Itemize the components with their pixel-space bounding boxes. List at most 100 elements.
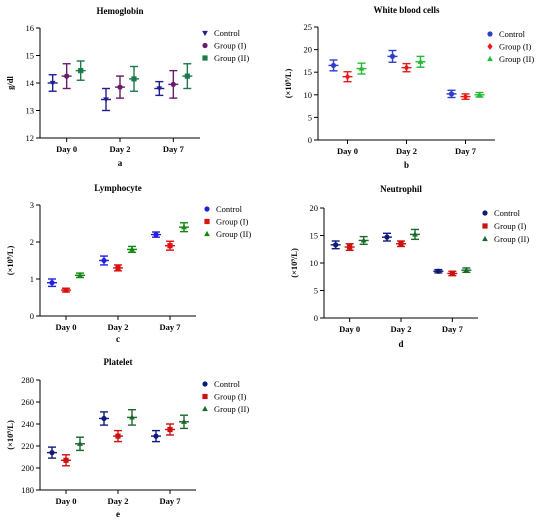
data-point [153, 232, 159, 238]
panel-label: a [118, 158, 123, 168]
data-point [77, 440, 83, 446]
panel-label: c [116, 334, 120, 344]
data-point [333, 242, 339, 248]
y-tick-label: 5 [308, 112, 312, 122]
legend-marker [204, 230, 210, 237]
legend-label: Group (I) [214, 41, 247, 51]
legend-label: Control [214, 379, 241, 389]
panel-label: e [116, 509, 120, 519]
y-tick-label: 280 [21, 375, 34, 385]
x-tick-label: Day 7 [163, 144, 185, 154]
y-tick-label: 180 [21, 485, 34, 495]
x-tick-label: Day 0 [56, 144, 77, 154]
series-control [330, 232, 444, 274]
series-group-ii [75, 60, 193, 92]
legend-label: Control [214, 28, 241, 38]
legend-label: Control [494, 208, 521, 218]
data-point [101, 415, 107, 422]
data-point [398, 241, 404, 247]
data-point [167, 243, 173, 249]
data-point [131, 76, 137, 82]
legend-marker [482, 235, 488, 242]
legend-marker [204, 218, 210, 225]
y-tick-label: 14 [26, 78, 35, 88]
data-point [101, 257, 107, 264]
data-point [63, 287, 69, 293]
chart-panel-b: White blood cells 0 5 10 15 20 25 Day 0 Day 2 Day… [283, 5, 534, 170]
y-tick-label: 5 [314, 286, 318, 296]
data-point [78, 68, 84, 74]
data-point [156, 86, 163, 92]
y-tick-label: 1 [30, 274, 34, 284]
x-tick-label: Day 0 [55, 496, 76, 506]
legend-label: Group (II) [499, 54, 534, 64]
data-point [129, 414, 135, 420]
x-tick-label: Day 7 [159, 496, 181, 506]
data-point [129, 246, 135, 252]
legend: Control Group (I) Group (II) [204, 204, 251, 239]
data-point [115, 433, 121, 439]
y-tick-label: 13 [26, 106, 35, 116]
legend-label: Group (I) [214, 392, 247, 402]
x-tick-label: Day 2 [109, 144, 130, 154]
legend-label: Group (I) [499, 42, 532, 52]
legend-marker [202, 405, 208, 412]
panel-label: d [398, 339, 403, 349]
y-tick-label: 15 [310, 231, 319, 241]
y-tick-label: 25 [304, 22, 313, 32]
y-axis-label: (×10⁹/L) [5, 420, 15, 450]
y-tick-label: 10 [310, 258, 319, 268]
series-group-i [342, 62, 471, 101]
chart-panel-a: Hemoglobin 12 13 14 15 16 Day 0 Day 2 Day 7 g/dl a… [5, 6, 249, 168]
data-point [360, 237, 367, 243]
legend-marker [202, 42, 208, 49]
legend-marker [487, 43, 493, 50]
data-point [103, 97, 109, 103]
data-point [448, 91, 455, 97]
series-control [47, 231, 161, 288]
chart-title: White blood cells [373, 5, 439, 15]
x-tick-label: Day 2 [396, 146, 417, 156]
data-point [153, 433, 159, 439]
x-tick-label: Day 7 [455, 146, 477, 156]
data-point [403, 64, 410, 72]
data-point [181, 224, 187, 230]
y-tick-label: 16 [26, 23, 35, 33]
series-group-ii [356, 55, 485, 98]
chart-title: Neutrophil [380, 184, 422, 194]
x-tick-label: Day 2 [107, 322, 128, 332]
series-group-i [61, 63, 179, 99]
data-point [330, 62, 337, 69]
x-tick-label: Day 0 [337, 146, 358, 156]
legend: Control Group (I) Group (II) [482, 208, 529, 244]
data-point [435, 268, 441, 274]
y-tick-label: 3 [30, 200, 34, 210]
legend-label: Group (II) [216, 229, 251, 239]
panel-label: b [404, 160, 409, 170]
y-tick-label: 240 [21, 419, 34, 429]
legend-marker [482, 210, 488, 216]
y-axis-label: (×10⁹/L) [283, 69, 293, 99]
series-group-ii [75, 409, 189, 452]
data-point [476, 91, 483, 97]
chart-title: Hemoglobin [96, 6, 143, 16]
y-tick-label: 0 [30, 311, 34, 321]
legend-marker [487, 55, 493, 62]
x-tick-label: Day 2 [390, 324, 411, 334]
y-tick-label: 12 [26, 133, 35, 143]
series-control [328, 49, 457, 99]
legend-label: Group (II) [214, 53, 249, 63]
legend-marker [482, 223, 488, 229]
legend-label: Control [216, 204, 243, 214]
x-tick-label: Day 7 [442, 324, 464, 334]
legend: Control Group (I) Group (II) [202, 379, 249, 414]
data-point [463, 267, 470, 273]
data-point [462, 93, 469, 100]
data-point [49, 280, 55, 286]
data-point [115, 265, 121, 271]
chart-panel-d: Neutrophil 0 5 10 15 20 Day 0 Day 2 Day 7 (×10⁹/L… [289, 184, 529, 349]
legend-marker [202, 381, 208, 387]
legend-marker [487, 31, 493, 37]
legend-label: Group (I) [494, 221, 527, 231]
y-tick-label: 15 [304, 67, 313, 77]
